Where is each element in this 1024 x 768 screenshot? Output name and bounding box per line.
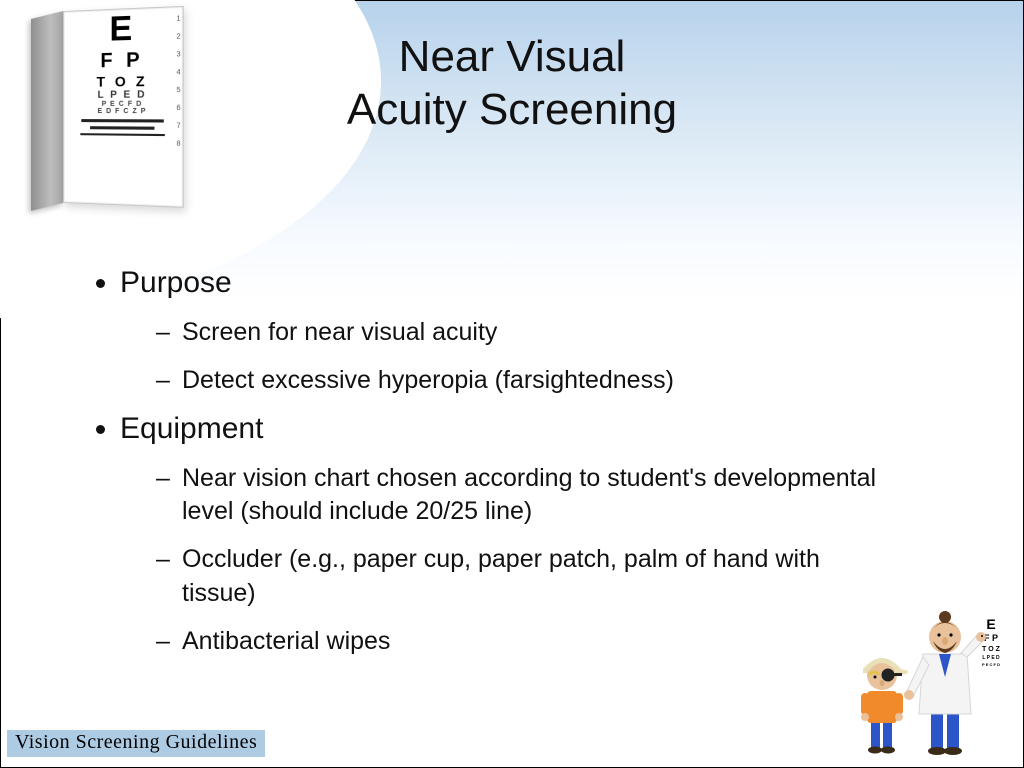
sub-bullet: Near vision chart chosen according to st…	[156, 462, 883, 530]
bullet-equipment: Equipment Near vision chart chosen accor…	[120, 412, 883, 659]
title-line-2: Acuity Screening	[347, 85, 677, 134]
sub-bullet: Detect excessive hyperopia (farsightedne…	[156, 364, 883, 398]
page-title: Near Visual Acuity Screening	[1, 31, 1023, 137]
svg-text:P E C F D: P E C F D	[982, 662, 1000, 667]
svg-text:T O Z: T O Z	[982, 646, 1001, 653]
svg-text:E: E	[986, 616, 995, 632]
footer-label: Vision Screening Guidelines	[7, 730, 265, 757]
svg-text:L P E D: L P E D	[982, 655, 1000, 661]
sub-bullet: Screen for near visual acuity	[156, 316, 883, 350]
svg-text:F P: F P	[984, 633, 998, 643]
doctor-icon	[904, 611, 986, 755]
child-icon	[861, 658, 908, 754]
slide-content: Purpose Screen for near visual acuity De…	[96, 266, 883, 672]
bullet-purpose: Purpose Screen for near visual acuity De…	[120, 266, 883, 398]
mini-eye-chart-icon: E F P T O Z L P E D P E C F D	[982, 616, 1001, 667]
sub-bullet: Occluder (e.g., paper cup, paper patch, …	[156, 543, 883, 611]
cartoon-graphic: E F P T O Z L P E D P E C F D	[853, 599, 1013, 759]
title-line-1: Near Visual	[399, 32, 626, 81]
bullet-heading: Purpose	[120, 266, 232, 300]
bullet-heading: Equipment	[120, 412, 263, 446]
sub-bullet: Antibacterial wipes	[156, 625, 883, 659]
